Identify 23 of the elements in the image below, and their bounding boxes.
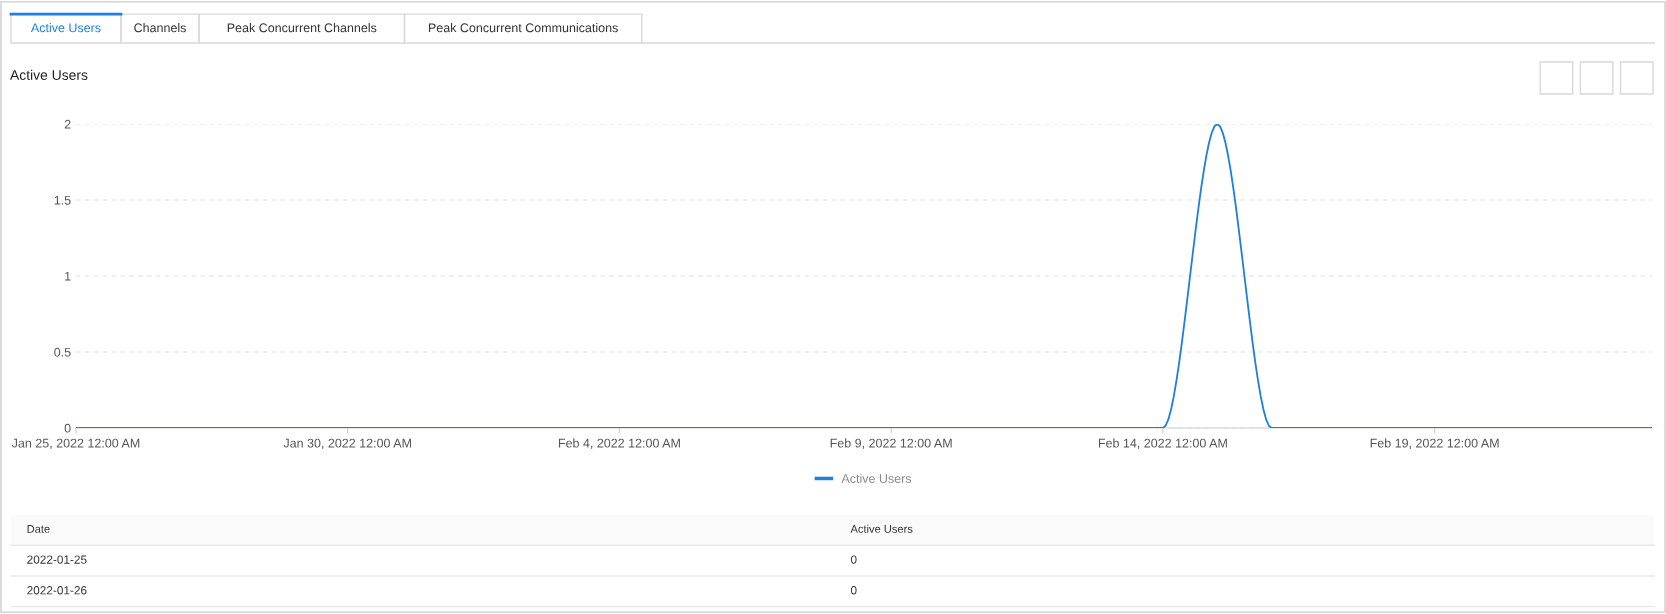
text: Active Users	[30, 23, 101, 33]
y-tick-label: 1.5	[54, 195, 71, 205]
chart-title: Active Users	[10, 69, 88, 80]
text: 2022-01-26	[27, 586, 87, 595]
y-tick-label: 0	[64, 423, 71, 433]
x-tick-label: Feb 9, 2022 12:00 AM	[830, 438, 952, 450]
text: Date	[27, 525, 50, 533]
text: Peak Concurrent Communications	[428, 23, 618, 33]
y-tick-label: 0.5	[54, 347, 71, 357]
y-tick-label: 1	[65, 271, 71, 281]
text: Active Users	[850, 524, 913, 533]
text: Peak Concurrent Channels	[227, 23, 377, 33]
text: 2022-01-25	[27, 555, 87, 564]
x-tick-label: Feb 14, 2022 12:00 AM	[1098, 438, 1227, 450]
x-tick-label: Feb 4, 2022 12:00 AM	[558, 438, 680, 450]
x-tick-label: Feb 19, 2022 12:00 AM	[1370, 438, 1499, 450]
text: Channels	[134, 23, 186, 33]
y-tick-label: 2	[64, 119, 71, 129]
text: 0	[850, 586, 857, 595]
legend-label: Active Users	[841, 473, 912, 483]
x-tick-label: Jan 30, 2022 12:00 AM	[283, 438, 411, 450]
x-tick-label: Jan 25, 2022 12:00 AM	[11, 438, 140, 450]
text: 0	[850, 555, 857, 564]
